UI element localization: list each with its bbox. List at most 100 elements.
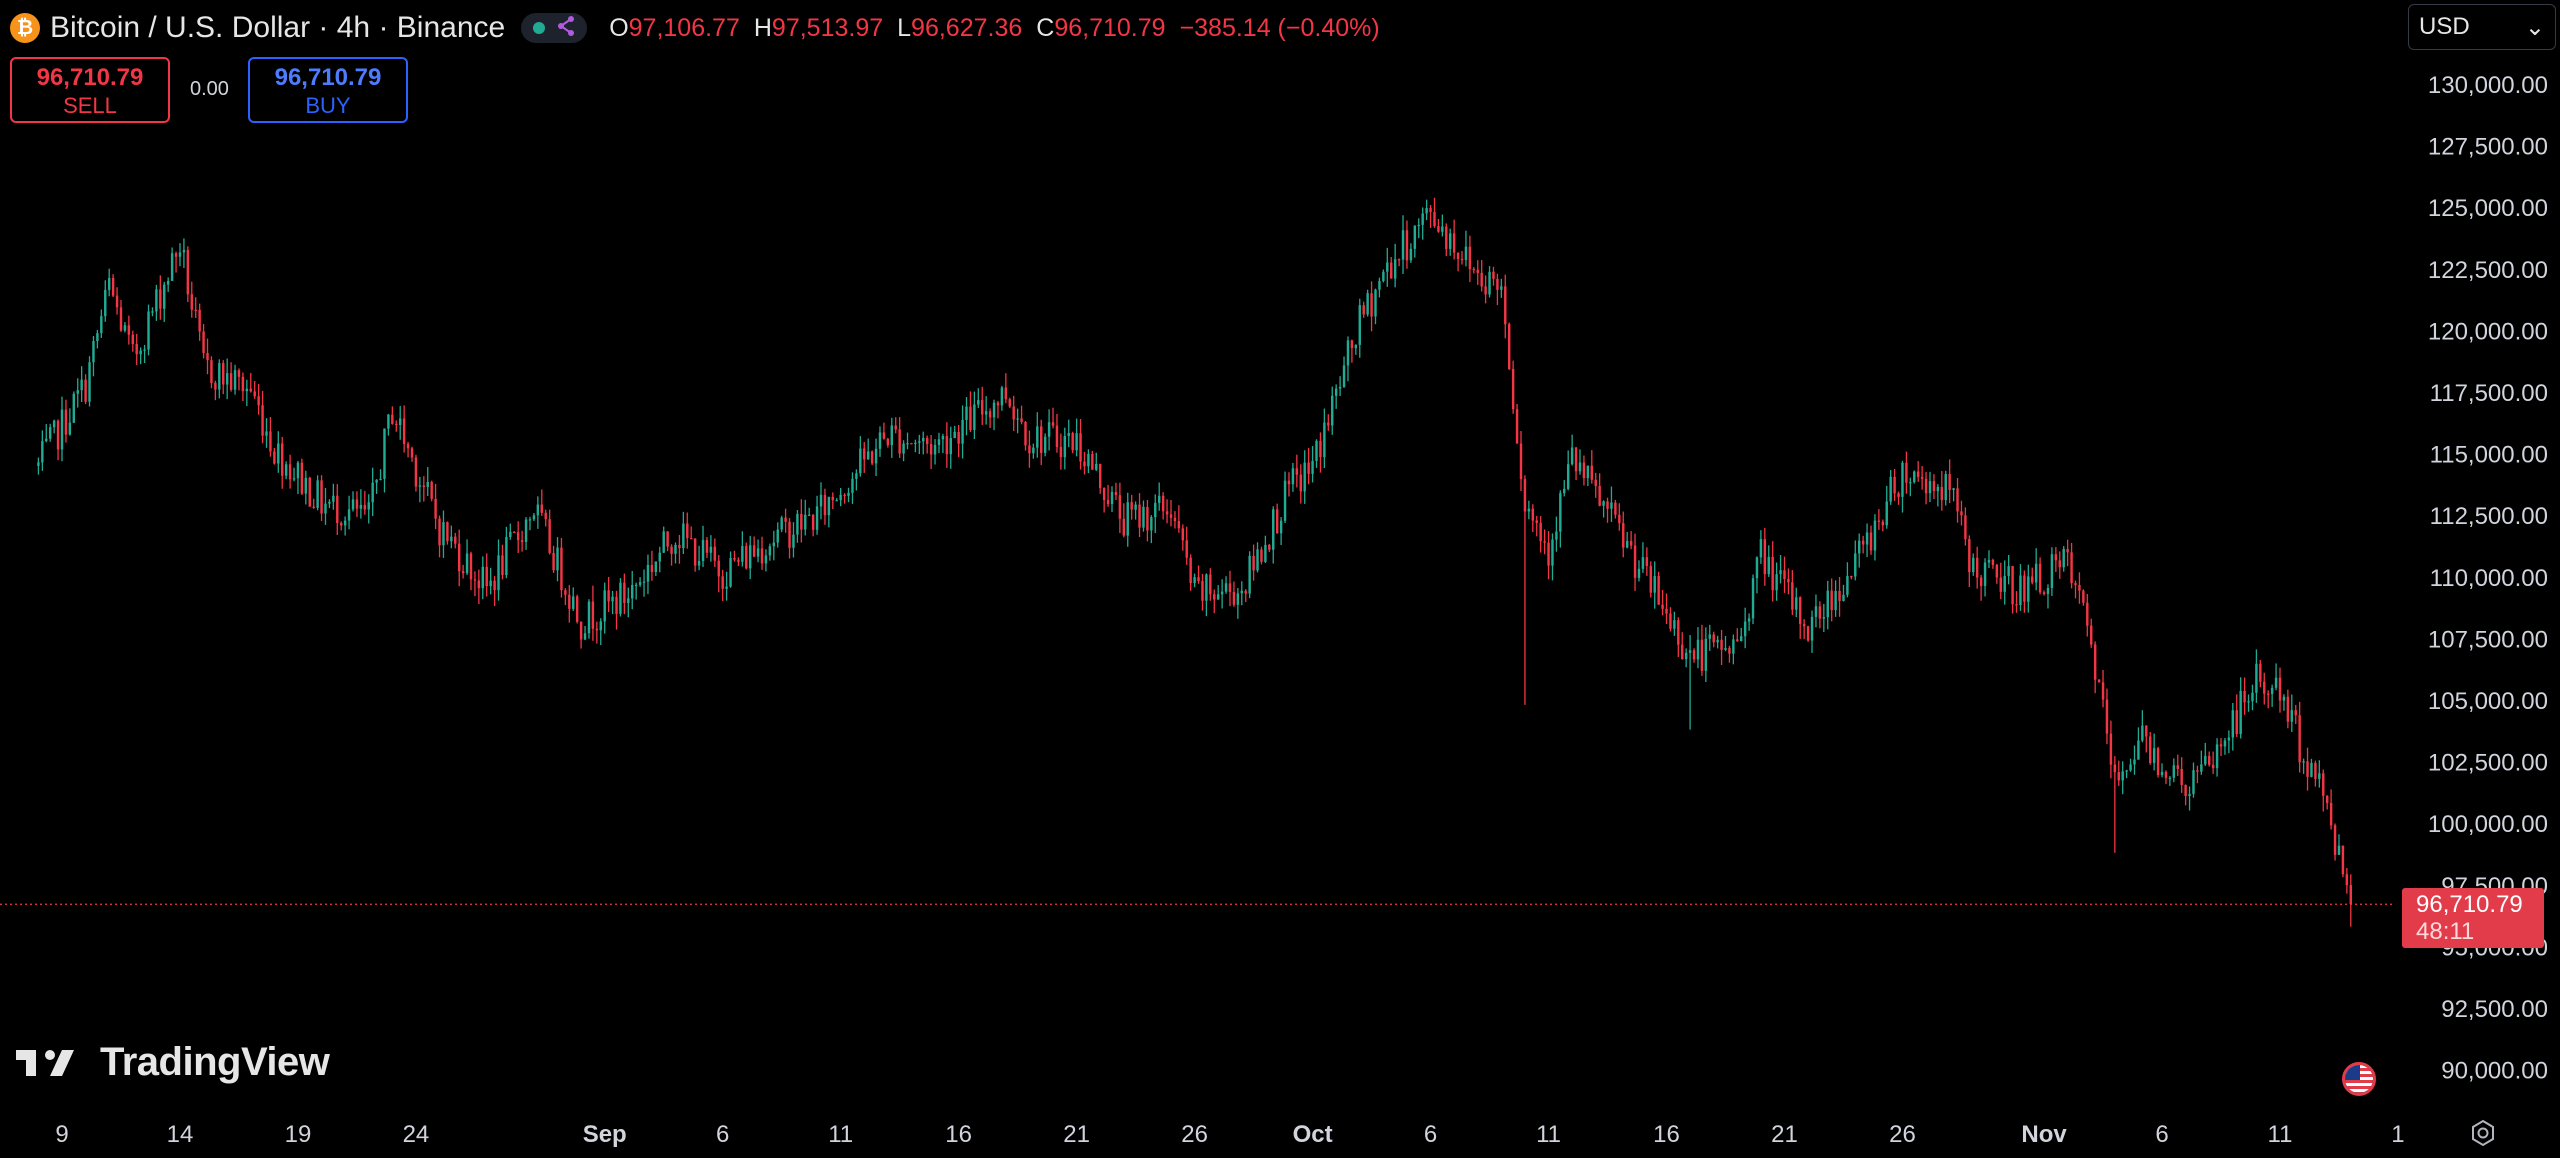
candle-body bbox=[1181, 528, 1185, 541]
candle-body bbox=[1732, 639, 1735, 654]
candle-body bbox=[2318, 773, 2321, 779]
candle-body bbox=[2302, 761, 2305, 763]
candle-body bbox=[2023, 575, 2026, 602]
x-axis-tick-label: 24 bbox=[403, 1121, 430, 1148]
candle-body bbox=[2125, 770, 2128, 772]
candle-body bbox=[1472, 269, 1476, 271]
candle-body bbox=[969, 406, 972, 430]
candle-body bbox=[1224, 583, 1228, 592]
candle-body bbox=[1087, 453, 1090, 467]
candle-body bbox=[2270, 687, 2274, 694]
candle-body bbox=[847, 492, 850, 496]
candle-body bbox=[214, 382, 217, 390]
candle-body bbox=[638, 582, 642, 585]
candle-body bbox=[1386, 262, 1389, 272]
candle-body bbox=[1999, 577, 2003, 592]
candle-body bbox=[599, 621, 602, 631]
candle-body bbox=[910, 443, 913, 445]
sell-label: SELL bbox=[63, 93, 117, 118]
candle-body bbox=[1952, 488, 1955, 491]
candle-body bbox=[1283, 480, 1287, 521]
candle-body bbox=[1586, 465, 1590, 479]
candle-body bbox=[1433, 211, 1436, 227]
candle-body bbox=[1885, 501, 1888, 526]
candle-body bbox=[1684, 652, 1688, 660]
candle-body bbox=[528, 519, 532, 521]
candle-body bbox=[1775, 574, 1778, 591]
candle-body bbox=[1366, 293, 1369, 315]
candle-body bbox=[752, 545, 756, 557]
candle-body bbox=[996, 402, 1000, 406]
candle-body bbox=[1834, 590, 1837, 611]
candle-body bbox=[631, 585, 634, 599]
candle-body bbox=[929, 444, 933, 455]
candle-body bbox=[375, 479, 378, 483]
candle-body bbox=[139, 350, 142, 355]
candle-body bbox=[520, 540, 524, 542]
candle-body bbox=[2152, 748, 2156, 763]
candle-body bbox=[721, 576, 724, 589]
candle-body bbox=[300, 462, 304, 494]
candle-body bbox=[890, 425, 894, 446]
candle-body bbox=[1743, 621, 1747, 637]
tradingview-logo[interactable]: TradingView bbox=[16, 1040, 330, 1085]
candle-body bbox=[1240, 590, 1244, 594]
candle-body bbox=[1799, 597, 1802, 624]
candle-body bbox=[359, 505, 363, 509]
candle-body bbox=[339, 523, 343, 526]
candle-body bbox=[1708, 634, 1711, 639]
candle-body bbox=[1909, 482, 1912, 484]
candle-body bbox=[253, 391, 256, 397]
candle-body bbox=[815, 506, 819, 530]
candle-body bbox=[977, 400, 980, 405]
candle-body bbox=[1504, 286, 1507, 325]
candle-body bbox=[1260, 549, 1263, 562]
candle-body bbox=[1983, 562, 1987, 587]
candle-body bbox=[1810, 616, 1814, 641]
candle-body bbox=[1075, 433, 1078, 451]
sell-price: 96,710.79 bbox=[36, 64, 144, 91]
us-flag-icon[interactable] bbox=[2342, 1062, 2376, 1096]
gear-icon[interactable] bbox=[2468, 1118, 2498, 1148]
bar-countdown: 48:11 bbox=[2416, 918, 2475, 946]
candle-body bbox=[1897, 493, 1900, 497]
candle-body bbox=[2058, 560, 2061, 568]
candle-body bbox=[1614, 502, 1617, 515]
candle-body bbox=[2164, 771, 2168, 778]
candle-body bbox=[155, 289, 158, 312]
candle-body bbox=[560, 547, 563, 591]
candle-body bbox=[418, 485, 422, 487]
x-axis-tick-label: 16 bbox=[1653, 1121, 1680, 1148]
candle-body bbox=[406, 443, 410, 449]
candle-body bbox=[1622, 523, 1625, 548]
candle-body bbox=[56, 420, 60, 450]
y-axis-tick-label: 117,500.00 bbox=[2430, 380, 2548, 407]
ohlc-open: O97,106.77 bbox=[609, 13, 740, 42]
candle-body bbox=[878, 432, 882, 449]
candle-body bbox=[772, 542, 776, 547]
market-status-pill[interactable] bbox=[521, 13, 588, 43]
candle-body bbox=[988, 411, 992, 418]
buy-button[interactable]: 96,710.79 BUY bbox=[248, 57, 408, 123]
candle-body bbox=[1563, 488, 1566, 494]
sell-button[interactable]: 96,710.79 SELL bbox=[10, 57, 170, 123]
candle-body bbox=[1095, 463, 1098, 470]
candle-body bbox=[1767, 556, 1770, 575]
candle-body bbox=[1787, 578, 1790, 583]
candle-body bbox=[764, 555, 768, 564]
candle-body bbox=[1535, 520, 1538, 523]
candle-body bbox=[1476, 269, 1479, 273]
candle-body bbox=[206, 352, 209, 361]
candle-body bbox=[72, 393, 76, 423]
currency-select[interactable]: USD ⌄ bbox=[2408, 4, 2556, 50]
candle-body bbox=[1968, 539, 1971, 573]
symbol-title[interactable]: Bitcoin / U.S. Dollar · 4h · Binance bbox=[50, 11, 506, 44]
candle-body bbox=[1791, 582, 1794, 610]
candle-body bbox=[1779, 570, 1782, 575]
candle-body bbox=[2074, 583, 2077, 585]
y-axis-tick-label: 130,000.00 bbox=[2428, 72, 2548, 99]
buy-label: BUY bbox=[305, 93, 351, 118]
candle-body bbox=[949, 438, 952, 455]
candle-body bbox=[1566, 464, 1570, 489]
